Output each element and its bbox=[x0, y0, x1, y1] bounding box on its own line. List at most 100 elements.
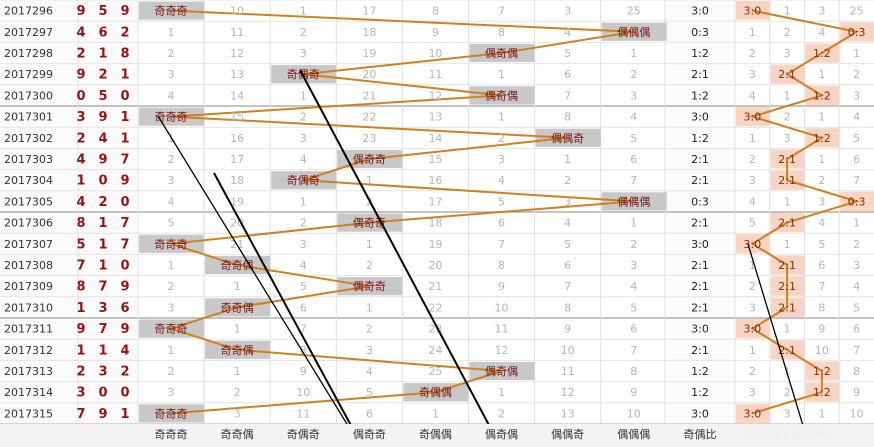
omission-value: 2 bbox=[498, 407, 505, 420]
omission-value: 2 bbox=[366, 323, 373, 336]
omission-value: 17 bbox=[230, 153, 244, 166]
draw-digit: 5 bbox=[98, 4, 107, 19]
draw-digit: 5 bbox=[76, 237, 85, 252]
ratio-omission-value: 4 bbox=[818, 217, 825, 230]
omission-value: 1 bbox=[498, 111, 505, 124]
omission-value: 2 bbox=[630, 238, 637, 251]
issue-number: 2017299 bbox=[4, 68, 53, 81]
omission-value: 24 bbox=[428, 344, 442, 357]
ratio-omission-value: 25 bbox=[850, 5, 864, 18]
draw-digit: 3 bbox=[98, 365, 107, 380]
draw-digit: 1 bbox=[98, 47, 107, 62]
ratio-hit-label: 1:2 bbox=[813, 365, 831, 378]
draw-digit: 9 bbox=[120, 322, 129, 337]
omission-value: 11 bbox=[561, 365, 575, 378]
pattern-hit-label: 奇奇奇 bbox=[155, 111, 188, 124]
omission-value: 12 bbox=[230, 47, 244, 60]
draw-digit: 1 bbox=[120, 110, 129, 125]
omission-value: 1 bbox=[498, 68, 505, 81]
annotation-arrow bbox=[157, 115, 359, 444]
omission-value: 9 bbox=[300, 365, 307, 378]
omission-value: 25 bbox=[428, 365, 442, 378]
draw-digit: 2 bbox=[98, 68, 107, 83]
omission-value: 8 bbox=[564, 111, 571, 124]
draw-digit: 1 bbox=[98, 216, 107, 231]
draw-digit: 1 bbox=[76, 343, 85, 358]
ratio-omission-value: 10 bbox=[850, 407, 864, 420]
omission-value: 8 bbox=[630, 365, 637, 378]
ratio-omission-value: 1 bbox=[853, 47, 860, 60]
pattern-hit-label: 奇奇奇 bbox=[155, 323, 188, 336]
ratio-omission-value: 3 bbox=[818, 195, 825, 208]
omission-value: 10 bbox=[627, 407, 641, 420]
ratio-omission-value: 6 bbox=[853, 153, 860, 166]
omission-value: 2 bbox=[366, 259, 373, 272]
pattern-hit-label: 偶奇偶 bbox=[485, 89, 518, 102]
ratio-omission-value: 2 bbox=[749, 153, 756, 166]
pattern-hit-label: 奇奇偶 bbox=[221, 301, 254, 314]
ratio-omission-value: 1 bbox=[818, 111, 825, 124]
ratio-hit-label: 2:1 bbox=[778, 68, 796, 81]
draw-digit: 2 bbox=[76, 365, 85, 380]
draw-digit: 2 bbox=[76, 47, 85, 62]
ratio-value: 3:0 bbox=[691, 5, 709, 18]
omission-value: 1 bbox=[168, 259, 175, 272]
omission-value: 3 bbox=[630, 259, 637, 272]
pattern-header: 偶偶奇 bbox=[551, 428, 584, 441]
ratio-omission-value: 4 bbox=[853, 111, 860, 124]
omission-value: 7 bbox=[498, 238, 505, 251]
omission-value: 2 bbox=[168, 365, 175, 378]
omission-value: 20 bbox=[362, 68, 376, 81]
draw-digit: 3 bbox=[98, 301, 107, 316]
draw-digit: 0 bbox=[120, 89, 129, 104]
omission-value: 2 bbox=[168, 153, 175, 166]
omission-value: 5 bbox=[366, 386, 373, 399]
omission-value: 15 bbox=[230, 111, 244, 124]
issue-number: 2017309 bbox=[4, 280, 53, 293]
draw-digit: 4 bbox=[98, 131, 107, 146]
draw-digit: 7 bbox=[76, 407, 85, 422]
ratio-omission-value: 8 bbox=[853, 365, 860, 378]
omission-value: 7 bbox=[630, 174, 637, 187]
ratio-omission-value: 7 bbox=[818, 280, 825, 293]
draw-digit: 6 bbox=[98, 25, 107, 40]
ratio-hit-label: 3:0 bbox=[744, 238, 762, 251]
draw-digit: 7 bbox=[76, 259, 85, 274]
draw-digit: 9 bbox=[76, 4, 85, 19]
ratio-omission-value: 6 bbox=[818, 259, 825, 272]
ratio-hit-label: 0:3 bbox=[848, 195, 866, 208]
omission-value: 11 bbox=[230, 26, 244, 39]
omission-value: 10 bbox=[561, 344, 575, 357]
omission-value: 23 bbox=[362, 132, 376, 145]
pattern-hit-label: 奇奇偶 bbox=[221, 344, 254, 357]
omission-value: 13 bbox=[428, 111, 442, 124]
draw-digit: 9 bbox=[98, 407, 107, 422]
issue-number: 2017303 bbox=[4, 153, 53, 166]
omission-value: 3 bbox=[366, 344, 373, 357]
omission-value: 3 bbox=[630, 89, 637, 102]
omission-value: 8 bbox=[432, 5, 439, 18]
omission-value: 6 bbox=[498, 217, 505, 230]
omission-value: 5 bbox=[630, 132, 637, 145]
omission-value: 21 bbox=[428, 280, 442, 293]
omission-value: 2 bbox=[168, 280, 175, 293]
ratio-value: 2:1 bbox=[691, 217, 709, 230]
draw-digit: 7 bbox=[120, 216, 129, 231]
omission-value: 2 bbox=[630, 68, 637, 81]
omission-value: 5 bbox=[564, 238, 571, 251]
omission-value: 4 bbox=[564, 26, 571, 39]
omission-value: 9 bbox=[630, 386, 637, 399]
omission-value: 6 bbox=[564, 259, 571, 272]
omission-value: 1 bbox=[498, 386, 505, 399]
omission-value: 22 bbox=[362, 111, 376, 124]
omission-value: 12 bbox=[428, 89, 442, 102]
omission-value: 1 bbox=[432, 407, 439, 420]
issue-number: 2017315 bbox=[4, 407, 53, 420]
ratio-hit-label: 2:1 bbox=[778, 174, 796, 187]
pattern-hit-label: 奇奇奇 bbox=[155, 407, 188, 420]
draw-digit: 6 bbox=[120, 301, 129, 316]
ratio-omission-value: 7 bbox=[853, 344, 860, 357]
ratio-omission-value: 1 bbox=[784, 323, 791, 336]
pattern-header: 奇奇偶 bbox=[221, 428, 254, 441]
